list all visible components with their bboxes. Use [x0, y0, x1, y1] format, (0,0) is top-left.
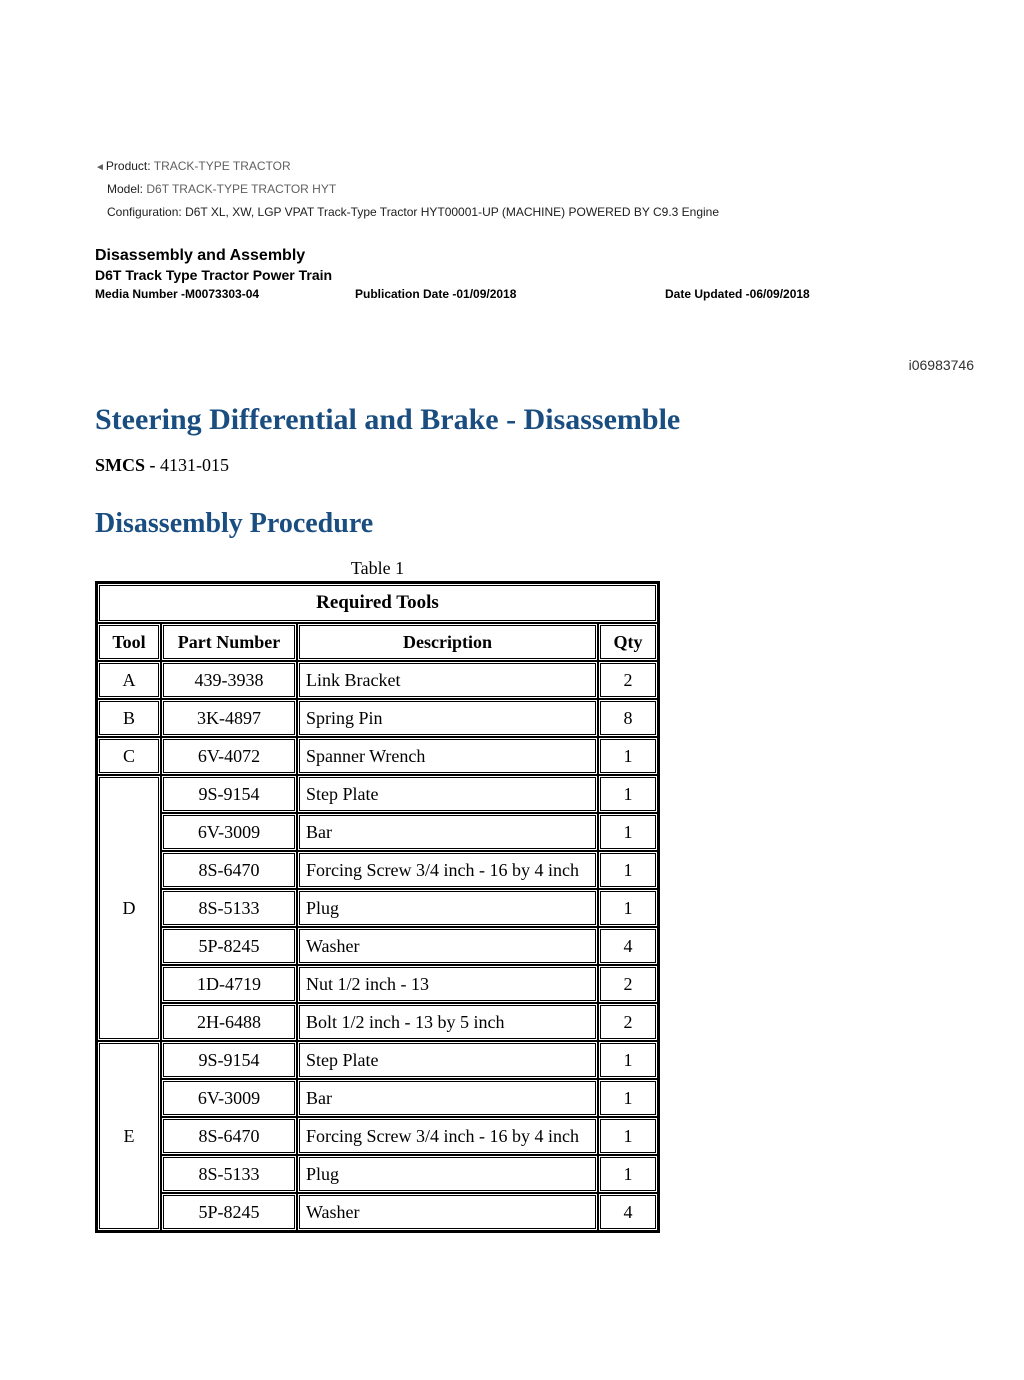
meta-product-value: TRACK-TYPE TRACTOR — [154, 159, 291, 173]
cell-part: 8S-5133 — [161, 1155, 297, 1193]
cell-part: 5P-8245 — [161, 1193, 297, 1231]
table-row: E9S-9154Step Plate1 — [97, 1041, 658, 1079]
cell-desc: Washer — [297, 927, 598, 965]
cell-part: 6V-3009 — [161, 813, 297, 851]
table-row: 8S-5133Plug1 — [97, 889, 658, 927]
cell-part: 5P-8245 — [161, 927, 297, 965]
cell-qty: 1 — [598, 813, 658, 851]
table-row: 8S-6470Forcing Screw 3/4 inch - 16 by 4 … — [97, 851, 658, 889]
cell-desc: Plug — [297, 889, 598, 927]
cell-qty: 1 — [598, 1155, 658, 1193]
cell-qty: 2 — [598, 1003, 658, 1041]
table-row: 8S-6470Forcing Screw 3/4 inch - 16 by 4 … — [97, 1117, 658, 1155]
cell-desc: Plug — [297, 1155, 598, 1193]
table-row: 5P-8245Washer4 — [97, 1193, 658, 1231]
col-part: Part Number — [161, 623, 297, 661]
cell-tool: C — [97, 737, 161, 775]
table-row: C6V-4072Spanner Wrench1 — [97, 737, 658, 775]
cell-part: 8S-6470 — [161, 851, 297, 889]
cell-desc: Step Plate — [297, 1041, 598, 1079]
cell-qty: 4 — [598, 1193, 658, 1231]
cell-desc: Bar — [297, 813, 598, 851]
cell-part: 9S-9154 — [161, 1041, 297, 1079]
cell-part: 439-3938 — [161, 661, 297, 699]
table-row: 1D-4719Nut 1/2 inch - 132 — [97, 965, 658, 1003]
page-title: Steering Differential and Brake - Disass… — [95, 403, 984, 437]
cell-qty: 4 — [598, 927, 658, 965]
table-row: 5P-8245Washer4 — [97, 927, 658, 965]
publication-date: Publication Date -01/09/2018 — [355, 287, 665, 301]
cell-desc: Nut 1/2 inch - 13 — [297, 965, 598, 1003]
table-row: D9S-9154Step Plate1 — [97, 775, 658, 813]
cell-desc: Step Plate — [297, 775, 598, 813]
required-tools-table: Required Tools Tool Part Number Descript… — [95, 581, 660, 1233]
smcs-label: SMCS - — [95, 455, 160, 475]
cell-desc: Forcing Screw 3/4 inch - 16 by 4 inch — [297, 1117, 598, 1155]
table-caption: Table 1 — [95, 558, 660, 579]
cell-tool: B — [97, 699, 161, 737]
meta-config-label: Configuration: — [107, 205, 182, 219]
smcs-value: 4131-015 — [160, 455, 229, 475]
cell-part: 9S-9154 — [161, 775, 297, 813]
section-heading: Disassembly and Assembly — [95, 247, 984, 265]
page: ◄Product: TRACK-TYPE TRACTOR Model: D6T … — [0, 0, 1024, 1233]
smcs-line: SMCS - 4131-015 — [95, 455, 984, 476]
cell-qty: 1 — [598, 851, 658, 889]
back-arrow-icon[interactable]: ◄ — [95, 162, 105, 173]
cell-qty: 1 — [598, 1041, 658, 1079]
cell-desc: Bar — [297, 1079, 598, 1117]
cell-qty: 1 — [598, 775, 658, 813]
cell-qty: 8 — [598, 699, 658, 737]
meta-product-label: Product: — [106, 159, 151, 173]
table-row: 6V-3009Bar1 — [97, 813, 658, 851]
procedure-title: Disassembly Procedure — [95, 508, 984, 540]
cell-desc: Washer — [297, 1193, 598, 1231]
cell-qty: 1 — [598, 1079, 658, 1117]
media-number: Media Number -M0073303-04 — [95, 287, 355, 301]
meta-block: ◄Product: TRACK-TYPE TRACTOR Model: D6T … — [95, 155, 984, 223]
col-tool: Tool — [97, 623, 161, 661]
table-row: 6V-3009Bar1 — [97, 1079, 658, 1117]
cell-qty: 1 — [598, 889, 658, 927]
cell-desc: Bolt 1/2 inch - 13 by 5 inch — [297, 1003, 598, 1041]
col-qty: Qty — [598, 623, 658, 661]
cell-qty: 2 — [598, 661, 658, 699]
col-desc: Description — [297, 623, 598, 661]
cell-part: 3K-4897 — [161, 699, 297, 737]
cell-qty: 1 — [598, 737, 658, 775]
meta-model-value: D6T TRACK-TYPE TRACTOR HYT — [146, 182, 336, 196]
cell-qty: 2 — [598, 965, 658, 1003]
table-row: A439-3938Link Bracket2 — [97, 661, 658, 699]
meta-config-value: D6T XL, XW, LGP VPAT Track-Type Tractor … — [185, 205, 719, 219]
cell-tool: E — [97, 1041, 161, 1231]
date-updated: Date Updated -06/09/2018 — [665, 287, 984, 301]
meta-config-row: Configuration: D6T XL, XW, LGP VPAT Trac… — [95, 201, 984, 224]
cell-qty: 1 — [598, 1117, 658, 1155]
publication-row: Media Number -M0073303-04 Publication Da… — [95, 287, 984, 301]
meta-model-row: Model: D6T TRACK-TYPE TRACTOR HYT — [95, 178, 984, 201]
cell-tool: D — [97, 775, 161, 1041]
meta-product-row: ◄Product: TRACK-TYPE TRACTOR — [95, 155, 984, 178]
cell-desc: Spring Pin — [297, 699, 598, 737]
sub-heading: D6T Track Type Tractor Power Train — [95, 267, 984, 283]
cell-desc: Spanner Wrench — [297, 737, 598, 775]
meta-model-label: Model: — [107, 182, 143, 196]
cell-desc: Link Bracket — [297, 661, 598, 699]
cell-part: 8S-5133 — [161, 889, 297, 927]
cell-tool: A — [97, 661, 161, 699]
table-row: 2H-6488Bolt 1/2 inch - 13 by 5 inch2 — [97, 1003, 658, 1041]
cell-part: 8S-6470 — [161, 1117, 297, 1155]
cell-part: 6V-4072 — [161, 737, 297, 775]
cell-desc: Forcing Screw 3/4 inch - 16 by 4 inch — [297, 851, 598, 889]
info-id: i06983746 — [95, 357, 974, 373]
cell-part: 2H-6488 — [161, 1003, 297, 1041]
table-row: B3K-4897Spring Pin8 — [97, 699, 658, 737]
cell-part: 6V-3009 — [161, 1079, 297, 1117]
table-span-header: Required Tools — [97, 583, 658, 623]
cell-part: 1D-4719 — [161, 965, 297, 1003]
table-row: 8S-5133Plug1 — [97, 1155, 658, 1193]
